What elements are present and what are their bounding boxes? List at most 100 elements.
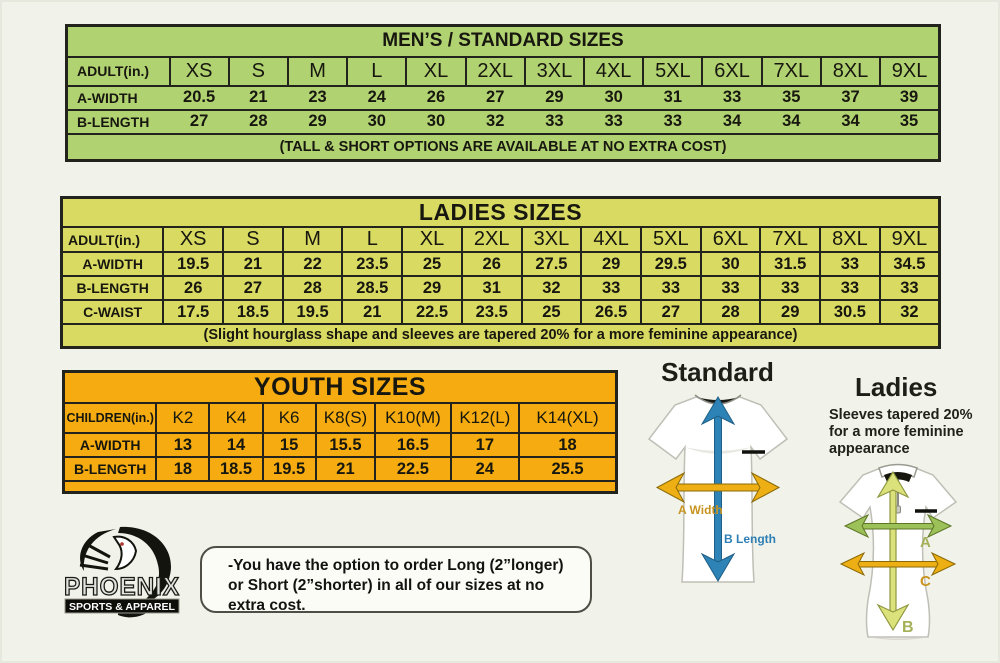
standard-shirt-icon: A Width B Length (647, 394, 788, 583)
size-header-cell: XL (405, 55, 467, 87)
measure-cell: 32 (520, 275, 583, 301)
table-footnote: (Slight hourglass shape and sleeves are … (60, 323, 941, 348)
note-line: or Short (2”shorter) in all of our sizes… (228, 577, 545, 594)
measure-cell: 27 (639, 299, 702, 325)
measure-row: C-WAIST 17.5 18.5 19.5 21 22.5 23.5 25 26.5 27 28 2… (60, 299, 941, 325)
table-title-row: MEN’S / STANDARD SIZES (65, 24, 941, 58)
measure-cell: 33 (702, 84, 762, 111)
size-header-cell: 5XL (639, 226, 702, 253)
measure-cell: 34 (761, 108, 821, 135)
ladies-taper-note: Sleeves tapered 20% for a more feminine … (815, 407, 980, 458)
b-length-label: B Length (724, 532, 776, 546)
size-header-cell: 4XL (583, 55, 645, 87)
size-header-cell: L (346, 55, 408, 87)
measure-cell: 18.5 (208, 456, 264, 482)
measure-cell: 22.5 (401, 299, 463, 325)
size-header-cell: 9XL (879, 55, 941, 87)
measure-cell: 22.5 (374, 456, 452, 482)
measure-cell: 35 (761, 84, 821, 111)
measure-cell: 33 (584, 108, 644, 135)
measure-cell: 32 (878, 299, 941, 325)
measure-cell: 32 (465, 108, 525, 135)
size-header-cell: K8(S) (314, 402, 377, 434)
measure-row: A-WIDTH 13 14 15 15.5 16.5 17 18 (62, 432, 618, 458)
measure-cell: 31 (643, 84, 703, 111)
measure-cell: 29.5 (639, 251, 702, 277)
size-header-cell: K2 (155, 402, 211, 434)
measure-cell: 33 (524, 108, 585, 135)
a-width-label: A Width (678, 503, 723, 517)
measure-row: A-WIDTH 19.5 21 22 23.5 25 26 27.5 29 29.5 30 31.5 3… (60, 251, 941, 277)
measure-cell: 27 (169, 108, 229, 135)
measure-cell: 35 (880, 108, 940, 135)
measure-cell: 15.5 (314, 432, 377, 458)
measure-cell: 21 (341, 299, 404, 325)
measure-row: A-WIDTH 20.5 21 23 24 26 27 29 30 31 33 35 37 39 (66, 84, 940, 111)
standard-shirt-diagram: Standard A Width B Length (645, 357, 790, 588)
b-length-arrow (875, 470, 910, 632)
measure-cell: 34 (702, 108, 762, 135)
table-title-row: YOUTH SIZES (62, 370, 618, 404)
measure-cell: 28 (228, 108, 288, 135)
measure-cell: 29 (580, 251, 642, 277)
size-header-cell: K4 (208, 402, 264, 434)
measure-row: B-LENGTH 27 28 29 30 30 32 33 33 33 34 34 34 35 (66, 108, 940, 135)
measure-cell: 30 (584, 84, 644, 111)
measure-row: B-LENGTH 18 18.5 19.5 21 22.5 24 25.5 (62, 456, 618, 482)
a-width-arrow (843, 513, 952, 539)
taper-note-line: appearance (829, 441, 910, 457)
measure-cell: 26 (406, 84, 466, 111)
measure-cell: 25.5 (518, 456, 618, 482)
measure-cell: 29 (524, 84, 585, 111)
measure-cell: 33 (643, 108, 703, 135)
measure-cell: 25 (520, 299, 583, 325)
c-label: C (920, 573, 931, 590)
table-title: LADIES SIZES (60, 196, 941, 228)
ladies-shirt-diagram: Ladies Sleeves tapered 20% for a more fe… (815, 372, 980, 642)
b-label: B (902, 619, 914, 636)
measure-cell: 14 (208, 432, 264, 458)
measure-cell: 18 (155, 456, 211, 482)
measure-cell: 34 (820, 108, 881, 135)
measure-cell: 23 (287, 84, 348, 111)
measure-label: B-LENGTH (62, 456, 158, 482)
footnote-row: (TALL & SHORT OPTIONS ARE AVAILABLE AT N… (65, 132, 941, 162)
size-header-cell: K12(L) (449, 402, 521, 434)
taper-note-line: Sleeves tapered 20% (829, 407, 973, 423)
measure-cell: 29 (287, 108, 348, 135)
measure-cell: 33 (639, 275, 702, 301)
size-header-cell: 2XL (460, 226, 523, 253)
table-title: MEN’S / STANDARD SIZES (65, 24, 941, 58)
measure-cell: 19.5 (162, 251, 225, 277)
measure-cell: 30.5 (819, 299, 881, 325)
pad-cell (62, 480, 618, 493)
measure-label: A-WIDTH (66, 84, 170, 111)
size-header-cell: M (286, 55, 349, 87)
measure-cell: 13 (155, 432, 211, 458)
measure-cell: 31.5 (759, 251, 822, 277)
measure-cell: 33 (580, 275, 642, 301)
measure-cell: 30 (406, 108, 466, 135)
logo-brand-text: PHOENIX (64, 573, 180, 601)
measure-cell: 34.5 (878, 251, 941, 277)
table-title: YOUTH SIZES (62, 370, 618, 404)
size-header-cell: S (222, 226, 284, 253)
measure-cell: 15 (261, 432, 317, 458)
ladies-diagram-title: Ladies (855, 372, 938, 402)
measure-cell: 19.5 (281, 299, 344, 325)
measure-cell: 26 (162, 275, 225, 301)
size-header-cell: 7XL (759, 226, 822, 253)
size-header-cell: XS (168, 55, 230, 87)
logo-tagline-text: SPORTS & APPAREL (69, 602, 175, 613)
measure-cell: 26.5 (580, 299, 642, 325)
phoenix-bird-icon (79, 526, 171, 618)
measure-cell: 18 (518, 432, 618, 458)
size-header-cell: 4XL (580, 226, 642, 253)
size-header-cell: 5XL (642, 55, 704, 87)
size-header-cell: 6XL (701, 55, 763, 87)
measure-label: B-LENGTH (66, 108, 170, 135)
measure-cell: 33 (819, 275, 881, 301)
measure-cell: 18.5 (222, 299, 284, 325)
measure-cell: 16.5 (374, 432, 452, 458)
measure-cell: 21 (314, 456, 377, 482)
